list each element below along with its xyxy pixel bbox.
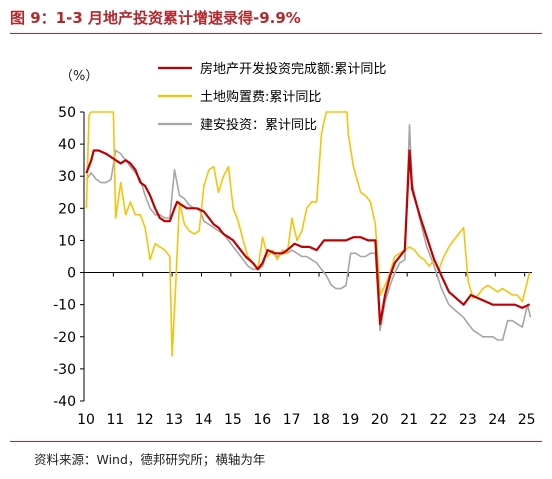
x-tick-label: 19	[341, 412, 359, 428]
x-tick-label: 12	[136, 412, 154, 428]
figure-title: 图 9：1-3 月地产投资累计增速录得-9.9%	[10, 9, 301, 27]
y-tick-label: -10	[53, 298, 76, 314]
legend-label: 土地购置费:累计同比	[200, 89, 321, 105]
x-tick-label: 25	[518, 412, 536, 428]
y-tick-label: -20	[53, 330, 76, 346]
legend-item-dev-investment: 房地产开发投资完成额:累计同比	[158, 61, 386, 77]
x-tick-label: 13	[165, 412, 183, 428]
x-tick-label: 16	[253, 412, 271, 428]
y-tick-label: -30	[53, 362, 76, 378]
y-tick-label: 10	[58, 233, 76, 249]
x-tick-label: 11	[106, 412, 124, 428]
x-tick-label: 20	[371, 412, 389, 428]
y-tick-label: 0	[67, 266, 76, 282]
legend-label: 建安投资：累计同比	[200, 117, 317, 133]
series-layer	[85, 111, 532, 357]
y-tick-label: 50	[58, 105, 76, 121]
legend-item-construction: 建安投资：累计同比	[158, 117, 317, 133]
y-tick-label: -40	[53, 394, 76, 410]
series-line-land-purchase	[85, 111, 531, 357]
x-tick-label: 15	[224, 412, 242, 428]
x-tick-label: 10	[77, 412, 95, 428]
x-tick-label: 17	[283, 412, 301, 428]
x-tick-label: 18	[312, 412, 330, 428]
series-line-dev-investment	[85, 149, 531, 325]
x-tick-label: 24	[488, 412, 506, 428]
y-tick-label: 20	[58, 201, 76, 217]
legend-label: 房地产开发投资完成额:累计同比	[200, 61, 386, 77]
x-tick-label: 21	[400, 412, 418, 428]
x-tick-label: 14	[195, 412, 213, 428]
legend-item-land-purchase: 土地购置费:累计同比	[158, 89, 321, 105]
y-axis-label: （%）	[60, 69, 98, 84]
x-tick-label: 22	[430, 412, 448, 428]
y-tick-label: 40	[58, 137, 76, 153]
y-tick-label: 30	[58, 169, 76, 185]
x-tick-label: 23	[459, 412, 477, 428]
source-note: 资料来源：Wind，德邦研究所；横轴为年	[34, 452, 266, 467]
source-divider	[10, 441, 542, 442]
title-divider	[10, 33, 542, 34]
